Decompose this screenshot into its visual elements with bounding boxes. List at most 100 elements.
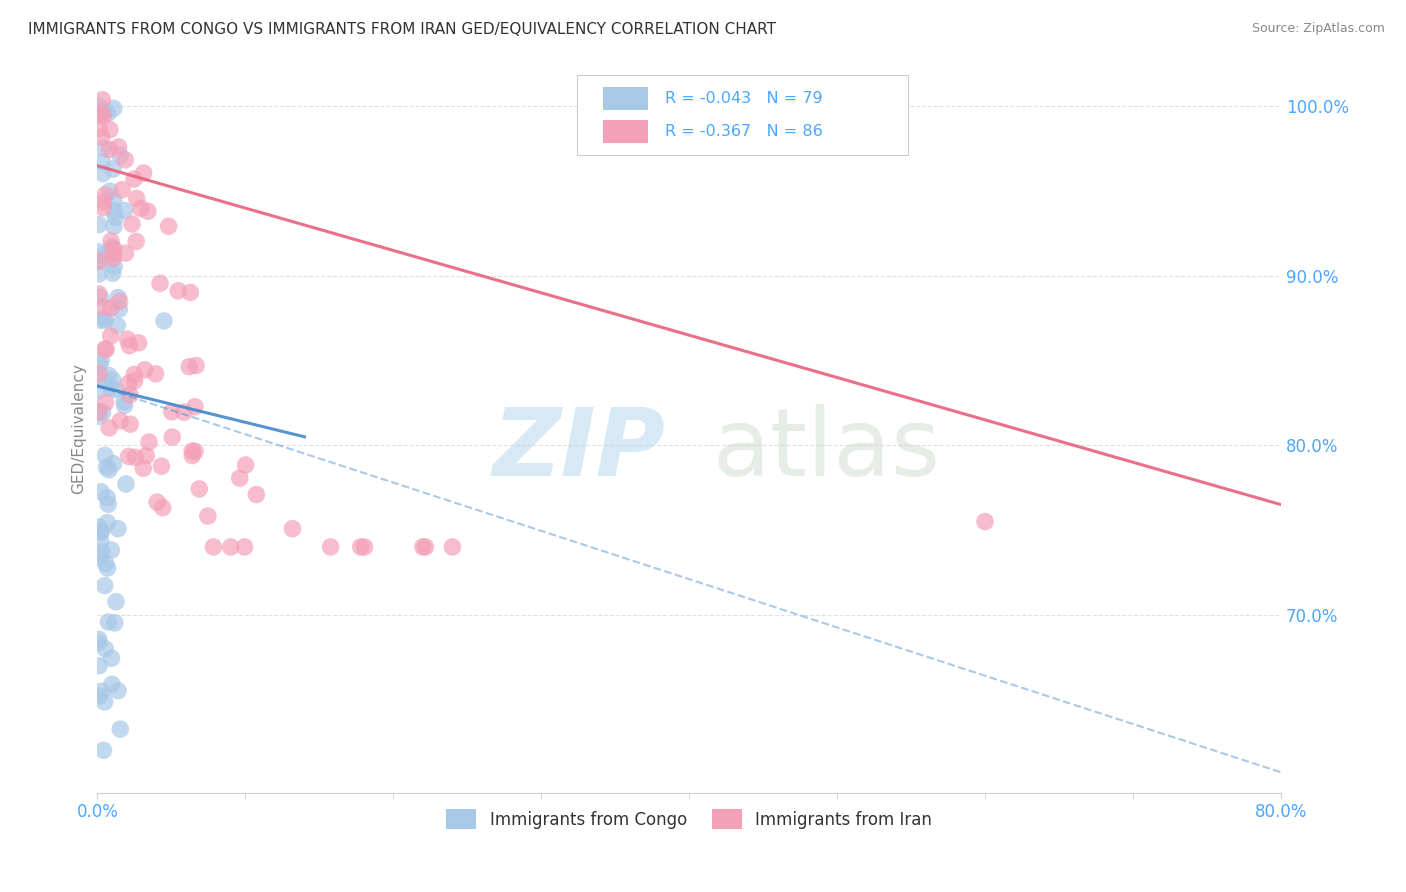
Point <box>90 684 112 698</box>
Point <box>89 689 111 703</box>
Point <box>91 109 114 123</box>
Point <box>181 444 204 458</box>
Point <box>90 130 112 145</box>
Point <box>96 561 118 575</box>
Y-axis label: GED/Equivalency: GED/Equivalency <box>72 363 86 494</box>
Point <box>93 194 115 209</box>
Point <box>281 522 304 536</box>
Point <box>90 313 112 327</box>
Point <box>87 121 110 136</box>
Point <box>96 343 118 357</box>
Point <box>96 460 118 475</box>
Legend: Immigrants from Congo, Immigrants from Iran: Immigrants from Congo, Immigrants from I… <box>440 803 939 835</box>
Point <box>87 267 110 281</box>
Text: R = -0.043   N = 79: R = -0.043 N = 79 <box>665 91 823 106</box>
Point <box>103 251 125 265</box>
Point <box>103 457 125 471</box>
Point <box>94 396 117 410</box>
Point <box>90 484 112 499</box>
Point <box>132 461 155 475</box>
Point <box>98 421 121 435</box>
Point <box>93 141 115 155</box>
Point <box>87 286 110 301</box>
Point <box>90 353 112 368</box>
Point <box>103 247 125 261</box>
Point <box>118 388 141 402</box>
Point <box>94 313 117 327</box>
Point <box>120 417 142 432</box>
Point <box>149 277 172 291</box>
Point <box>90 291 112 305</box>
Point <box>87 520 110 534</box>
Point <box>97 106 120 120</box>
Point <box>117 376 139 391</box>
Point <box>184 400 207 414</box>
Point <box>94 557 117 571</box>
Point <box>110 722 132 736</box>
Point <box>90 534 112 549</box>
Point <box>350 540 373 554</box>
Point <box>101 162 124 177</box>
Point <box>96 516 118 530</box>
Point <box>122 172 145 186</box>
Point <box>219 540 242 554</box>
Point <box>101 266 124 280</box>
Point <box>145 367 167 381</box>
Point <box>117 332 139 346</box>
Point <box>179 285 201 300</box>
Point <box>98 122 121 136</box>
Point <box>87 405 110 419</box>
Text: Source: ZipAtlas.com: Source: ZipAtlas.com <box>1251 22 1385 36</box>
Point <box>87 409 110 424</box>
Point <box>94 187 117 202</box>
Point <box>974 515 997 529</box>
Point <box>97 615 120 629</box>
Point <box>112 203 135 218</box>
Point <box>97 368 120 383</box>
Point <box>105 318 128 333</box>
Point <box>94 579 117 593</box>
Point <box>129 202 152 216</box>
Point <box>112 394 135 409</box>
Point <box>412 540 434 554</box>
Point <box>128 335 150 350</box>
Point <box>103 219 125 234</box>
Point <box>160 430 183 444</box>
Point <box>97 463 120 477</box>
Point <box>100 301 122 315</box>
Point <box>152 500 174 515</box>
Point <box>87 632 110 647</box>
Point <box>103 203 125 218</box>
Point <box>91 249 114 263</box>
Point <box>90 525 112 540</box>
Point <box>233 540 256 554</box>
Text: IMMIGRANTS FROM CONGO VS IMMIGRANTS FROM IRAN GED/EQUIVALENCY CORRELATION CHART: IMMIGRANTS FROM CONGO VS IMMIGRANTS FROM… <box>28 22 776 37</box>
Point <box>89 106 111 120</box>
Point <box>202 540 225 554</box>
Point <box>89 109 111 123</box>
FancyBboxPatch shape <box>576 75 908 155</box>
Bar <box>603 120 648 143</box>
Point <box>136 204 159 219</box>
Point <box>104 383 127 397</box>
Point <box>188 482 211 496</box>
Point <box>134 363 156 377</box>
Point <box>103 194 125 208</box>
Point <box>186 359 208 373</box>
Point <box>101 677 124 691</box>
Point <box>122 368 145 382</box>
Point <box>104 615 127 630</box>
Point <box>118 338 141 352</box>
Point <box>90 545 112 559</box>
Point <box>110 149 132 163</box>
Point <box>108 302 131 317</box>
Point <box>179 359 201 374</box>
Point <box>91 93 114 107</box>
Point <box>93 695 115 709</box>
Point <box>125 191 148 205</box>
Point <box>87 244 110 259</box>
Point <box>107 140 129 154</box>
Point <box>100 543 122 558</box>
Point <box>87 218 110 232</box>
Point <box>157 219 180 234</box>
